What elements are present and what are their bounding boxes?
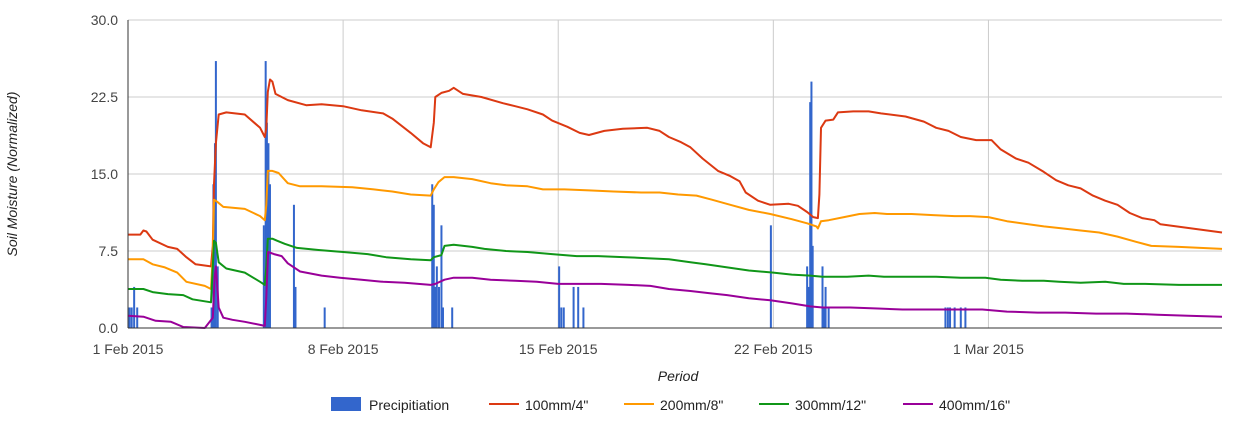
precipitation-bar: [437, 286, 440, 328]
y-tick-label: 30.0: [91, 12, 118, 28]
precipitation-bar: [558, 266, 561, 328]
precipitation-bar: [267, 143, 270, 328]
y-tick-label: 0.0: [99, 320, 119, 336]
x-tick-label: 1 Mar 2015: [953, 341, 1024, 357]
legend-label-precipitation: Precipitiation: [369, 397, 449, 413]
precipitation-bar: [810, 81, 813, 328]
precipitation-bar: [823, 307, 826, 328]
precipitation-bar: [953, 307, 956, 328]
x-tick-label: 1 Feb 2015: [93, 341, 164, 357]
legend-swatch-precipitation: [331, 397, 361, 411]
precipitation-bar: [265, 122, 268, 329]
y-tick-label: 7.5: [99, 243, 119, 259]
precipitation-bar: [294, 286, 297, 328]
series-line: [128, 78, 1223, 268]
precipitation-bar: [435, 266, 438, 328]
precipitation-bar: [130, 307, 133, 328]
precipitation-bar: [214, 61, 217, 329]
precipitation-bar: [451, 307, 454, 328]
precipitation-bar: [577, 286, 580, 328]
precipitation-bar: [434, 286, 437, 328]
precipitation-bar: [769, 225, 772, 328]
precipitation-bar: [572, 286, 575, 328]
precipitation-bar: [807, 286, 810, 328]
legend-label-200mm: 200mm/8": [660, 397, 723, 413]
y-axis-title: Soil Moisture (Normalized): [4, 92, 20, 257]
precipitation-bar: [560, 307, 563, 328]
precipitation-bar: [268, 184, 271, 328]
precipitation-bar: [264, 61, 267, 329]
precipitation-bar: [811, 245, 814, 328]
grid: [128, 19, 1222, 328]
precipitation-bar: [827, 307, 830, 328]
precipitation-bar: [133, 286, 136, 328]
x-tick-label: 8 Feb 2015: [308, 341, 379, 357]
x-tick-label: 22 Feb 2015: [734, 341, 813, 357]
precipitation-bar: [949, 307, 952, 328]
series-line: [127, 251, 1223, 329]
legend-label-400mm: 400mm/16": [939, 397, 1010, 413]
legend-label-300mm: 300mm/12": [795, 397, 866, 413]
precipitation-bar: [128, 307, 131, 328]
y-tick-label: 15.0: [91, 166, 118, 182]
precipitation-bar: [946, 307, 949, 328]
series-line: [128, 169, 1223, 290]
x-axis-title: Period: [658, 368, 700, 384]
precipitation-bar: [964, 307, 967, 328]
precipitation-bar: [432, 204, 435, 328]
precipitation-bar: [582, 307, 585, 328]
precipitation-bar: [944, 307, 947, 328]
precipitation-bar: [136, 307, 139, 328]
precipitation-bar: [562, 307, 565, 328]
legend: Precipitiation 100mm/4" 200mm/8" 300mm/1…: [331, 397, 1010, 413]
legend-label-100mm: 100mm/4": [525, 397, 588, 413]
moisture-lines: [127, 78, 1223, 329]
x-tick-label: 15 Feb 2015: [519, 341, 598, 357]
precipitation-bar: [806, 266, 809, 328]
axes: 0.0 7.5 15.0 22.5 30.0 1 Feb 2015 8 Feb 2015 15…: [91, 12, 1222, 357]
precipitation-bar: [323, 307, 326, 328]
precipitation-bar: [441, 307, 444, 328]
precipitation-bar: [821, 266, 824, 328]
precipitation-bars: [128, 61, 967, 329]
precipitation-bar: [440, 225, 443, 328]
series-line: [128, 237, 1222, 304]
precipitation-bar: [431, 184, 434, 328]
precipitation-bar: [959, 307, 962, 328]
precipitation-bar: [262, 225, 265, 328]
y-tick-label: 22.5: [91, 89, 118, 105]
